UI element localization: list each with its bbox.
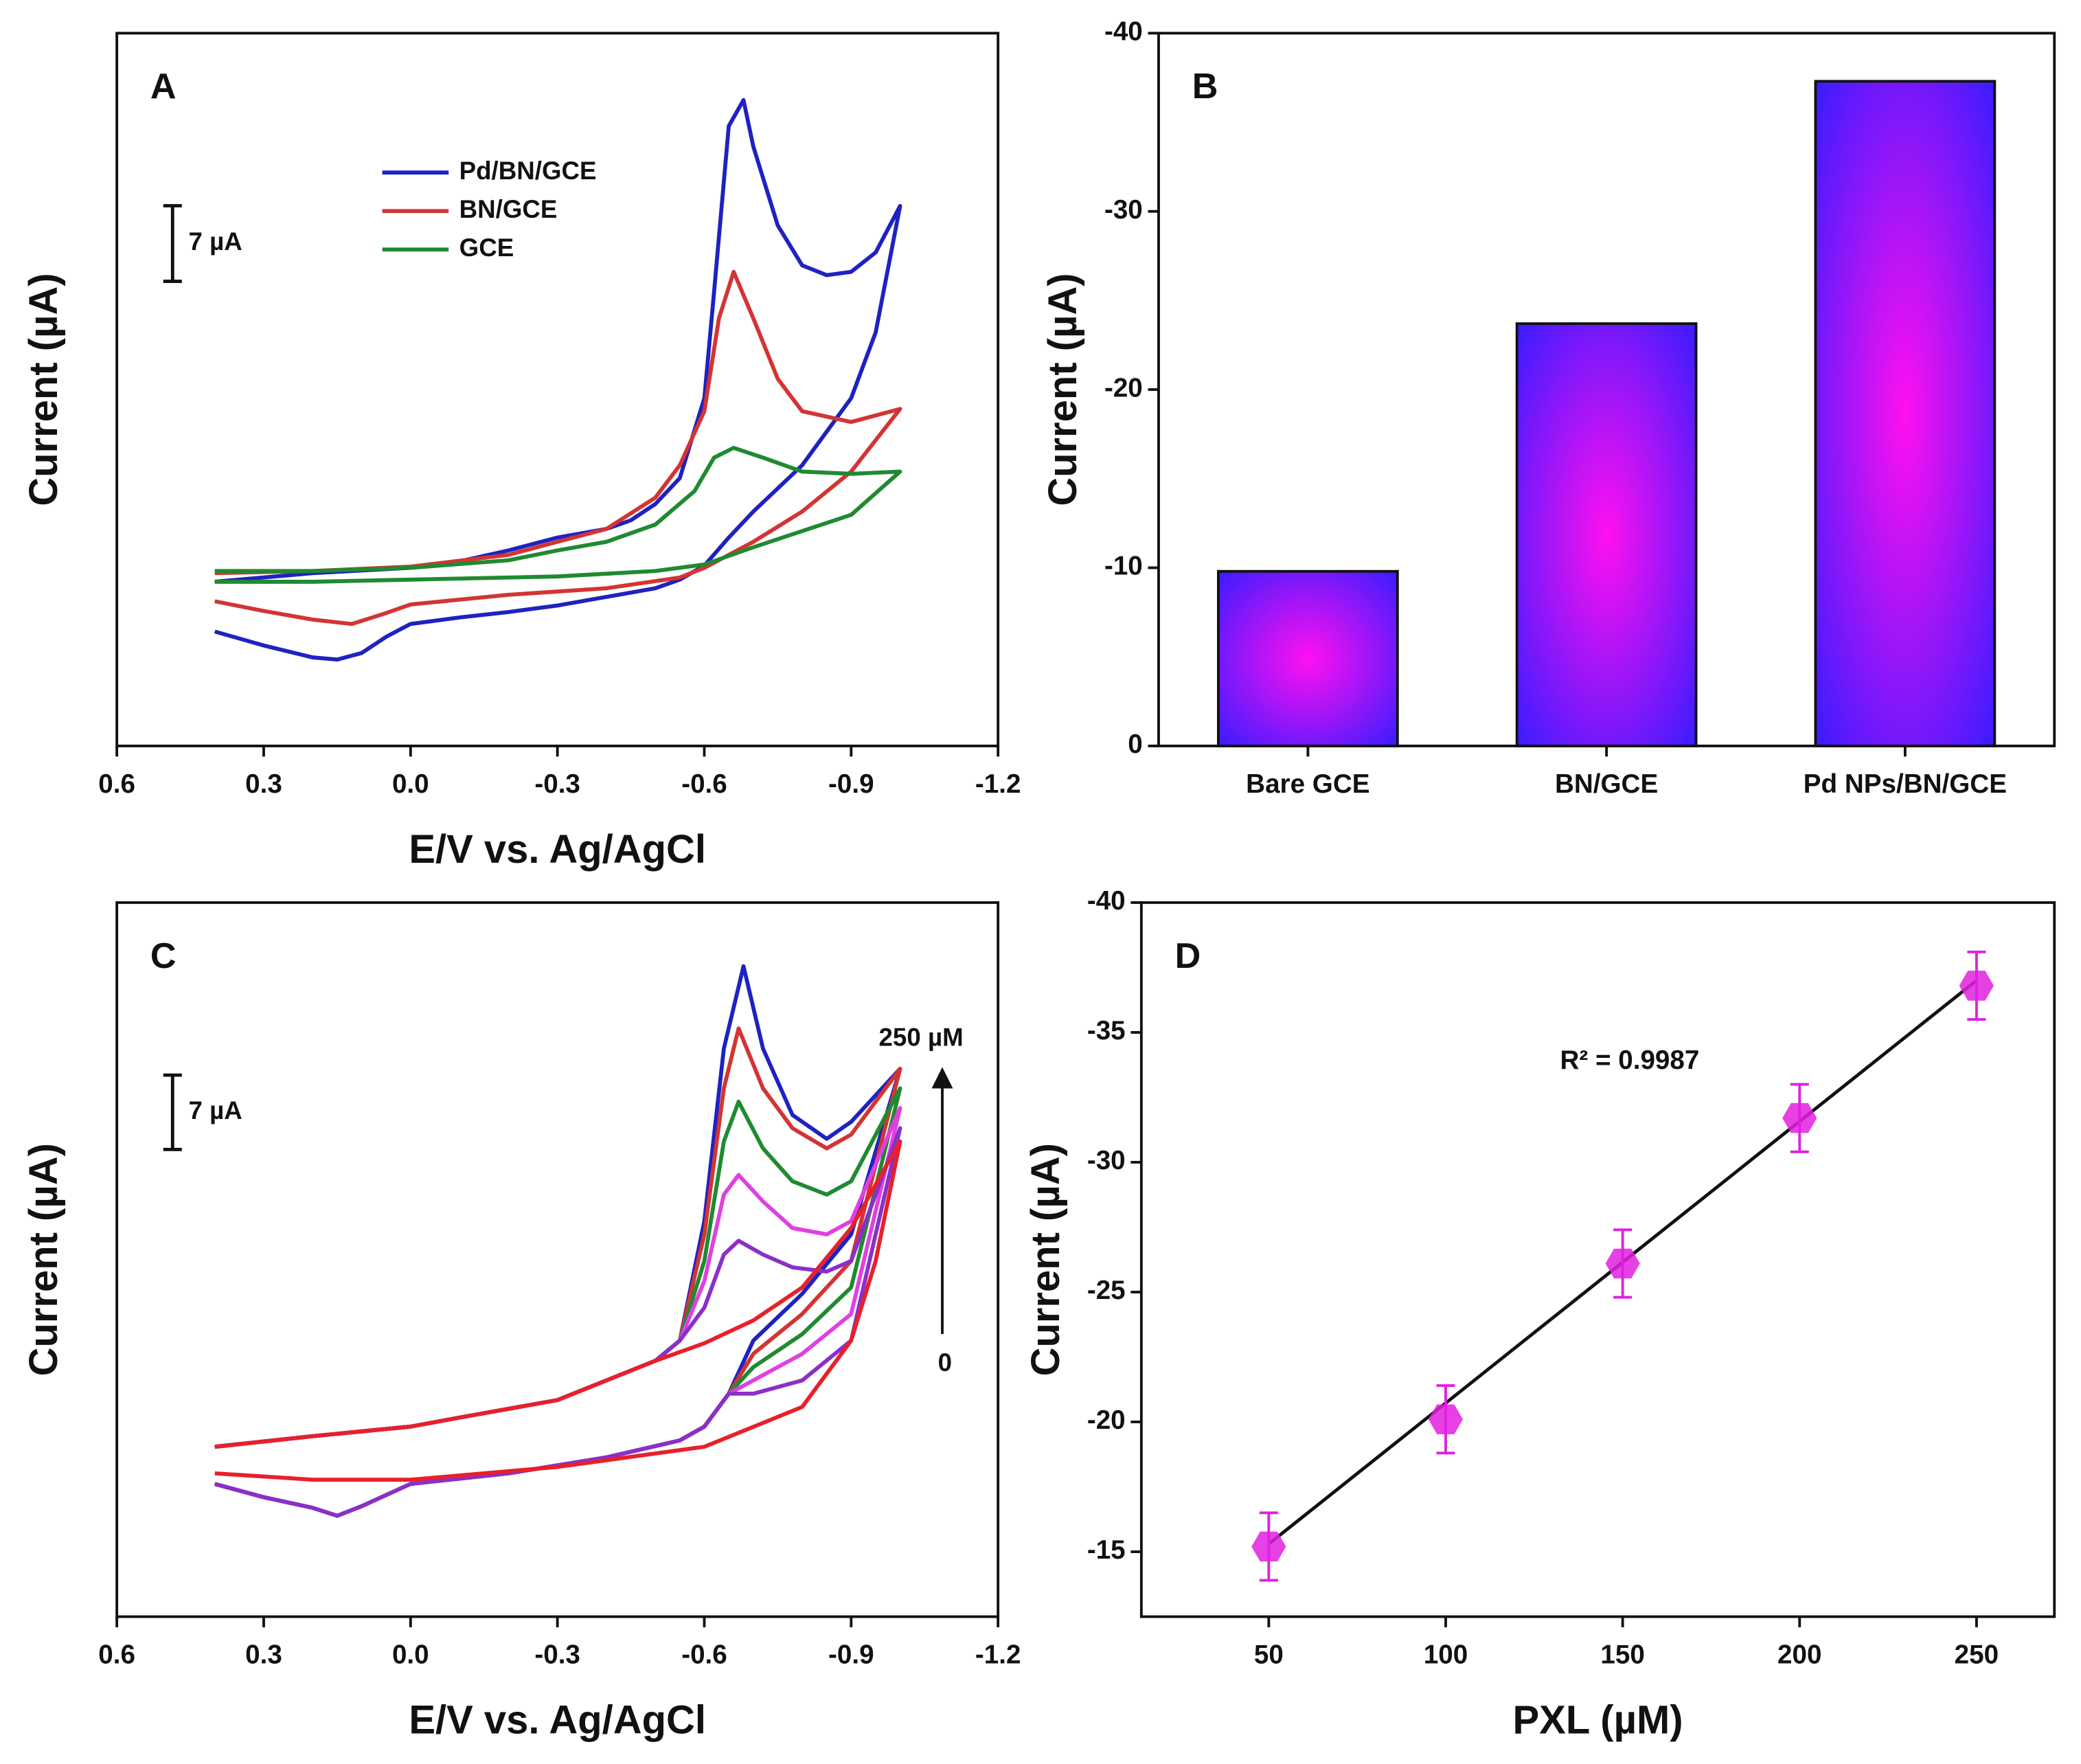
cv-curve: [214, 98, 902, 662]
bar: [1515, 322, 1698, 747]
x-tick-label: -0.9: [828, 1640, 874, 1670]
y-axis-label: Current (µA): [22, 273, 66, 506]
x-tick-label: -1.2: [975, 769, 1021, 799]
legend-label: GCE: [459, 234, 514, 262]
arrow-top-label: 250 µM: [879, 1024, 964, 1052]
x-tick-label: -1.2: [975, 1640, 1021, 1670]
cv-curve: [214, 1026, 902, 1518]
legend-label: BN/GCE: [459, 195, 558, 223]
r-squared: R² = 0.9987: [1560, 1045, 1699, 1075]
x-axis-label: E/V vs. Ag/AgCl: [409, 1698, 706, 1742]
y-tick-label: -20: [1104, 373, 1143, 403]
panel-letter: D: [1175, 936, 1201, 976]
cv-curve: [214, 446, 902, 584]
x-tick-label: -0.3: [534, 769, 580, 799]
bar: [1216, 569, 1399, 747]
x-tick-label: BN/GCE: [1555, 769, 1658, 799]
plot-frame: [1139, 901, 2056, 1618]
x-tick-label: 0.3: [245, 1640, 282, 1670]
x-tick-label: Pd NPs/BN/GCE: [1804, 769, 2007, 799]
scale-bar: [163, 204, 182, 283]
cv-curve: [214, 1106, 902, 1518]
x-axis-label: PXL (µM): [1513, 1698, 1683, 1742]
y-tick-label: -10: [1104, 552, 1143, 581]
panel-letter: A: [150, 67, 177, 106]
y-tick-label: -20: [1087, 1405, 1126, 1435]
bar: [1814, 80, 1997, 747]
data-point: [1782, 1102, 1817, 1133]
x-tick-label: -0.6: [681, 769, 727, 799]
legend-label: Pd/BN/GCE: [459, 157, 597, 185]
y-tick-label: -40: [1104, 17, 1143, 47]
panel-letter: B: [1192, 67, 1218, 106]
scale-bar: [163, 1073, 182, 1151]
data-point: [1251, 1531, 1286, 1562]
y-tick-label: 0: [1128, 730, 1142, 759]
y-tick-label: -30: [1104, 195, 1143, 225]
panel-letter: C: [150, 936, 177, 976]
x-tick-label: 0.3: [245, 769, 282, 799]
y-tick-label: -35: [1087, 1016, 1126, 1045]
y-tick-label: -15: [1087, 1535, 1126, 1565]
x-tick-label: 200: [1777, 1640, 1821, 1670]
y-tick-label: -25: [1087, 1276, 1126, 1305]
cv-curve: [214, 964, 902, 1518]
y-axis-label: Current (µA): [1024, 1143, 1068, 1376]
x-tick-label: -0.9: [828, 769, 874, 799]
plot-frame: [115, 32, 1000, 747]
data-point: [1428, 1404, 1464, 1435]
x-tick-label: Bare GCE: [1246, 769, 1369, 799]
x-tick-label: 0.0: [392, 769, 429, 799]
x-tick-label: 150: [1600, 1640, 1644, 1670]
x-tick-label: -0.3: [534, 1640, 580, 1670]
y-tick-label: -30: [1087, 1146, 1126, 1175]
y-tick-label: -40: [1087, 886, 1126, 916]
scale-bar-label: 7 µA: [188, 227, 242, 256]
x-tick-label: 50: [1254, 1640, 1284, 1670]
data-point: [1605, 1248, 1640, 1279]
x-tick-label: 0.6: [98, 1640, 135, 1670]
arrow-bottom-label: 0: [938, 1348, 952, 1377]
x-tick-label: 250: [1955, 1640, 1999, 1670]
data-point: [1959, 971, 1994, 1001]
x-tick-label: -0.6: [681, 1640, 727, 1670]
y-axis-label: Current (µA): [1041, 273, 1085, 506]
x-tick-label: 100: [1424, 1640, 1468, 1670]
cv-curve: [214, 269, 902, 626]
x-tick-label: 0.6: [98, 769, 135, 799]
cv-curve: [214, 1139, 902, 1482]
cv-curve: [214, 1126, 902, 1518]
scale-bar-label: 7 µA: [188, 1096, 242, 1124]
y-axis-label: Current (µA): [22, 1143, 66, 1376]
x-axis-label: E/V vs. Ag/AgCl: [409, 828, 706, 872]
x-tick-label: 0.0: [392, 1640, 429, 1670]
cv-curve: [214, 1086, 902, 1518]
